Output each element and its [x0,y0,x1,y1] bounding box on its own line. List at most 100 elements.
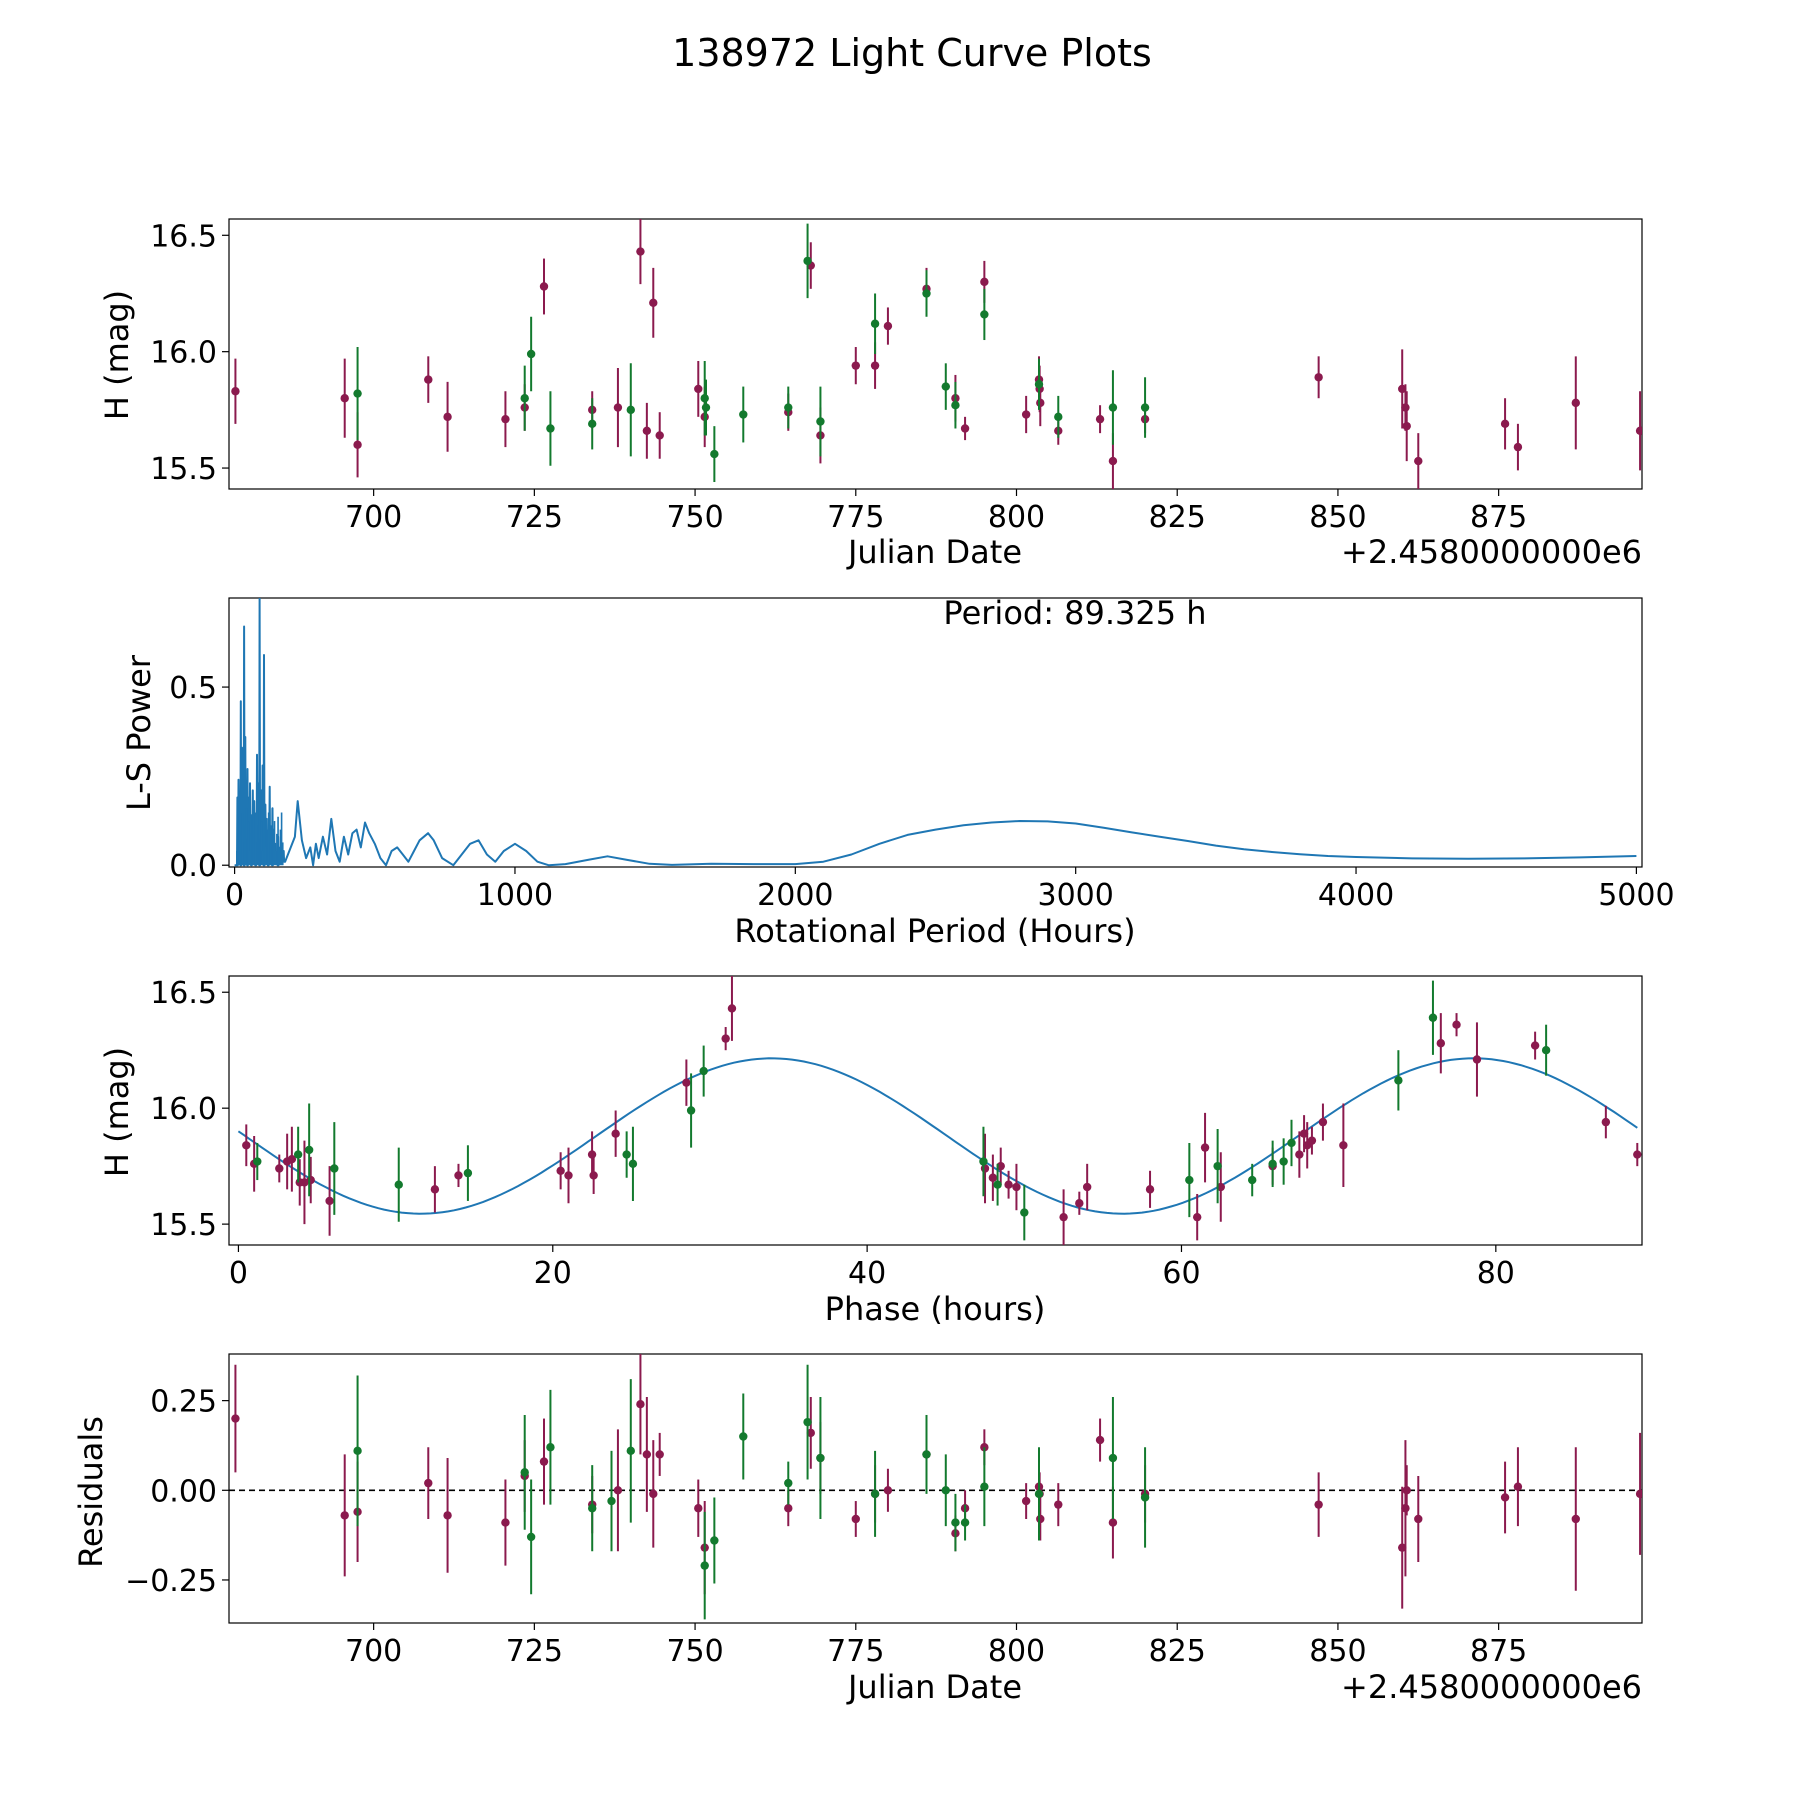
lightcurve-point-red [980,277,989,287]
phase-xlabel: Phase (hours) [825,1290,1046,1328]
residuals-frame [228,1353,1643,1624]
phase-point-red [1082,1182,1092,1192]
residuals-point-red [1401,1504,1410,1513]
residuals-point-green [941,1486,950,1495]
residuals-xtick-label: 700 [345,1634,402,1669]
phase-point-green [1428,1013,1438,1022]
residuals-point-red [1500,1493,1510,1502]
lightcurve-xtick-label: 700 [345,500,402,535]
phase-xtick-label: 60 [1162,1256,1200,1291]
lightcurve-ytick-label: 16.0 [150,336,217,371]
lightcurve-point-green [1054,412,1063,422]
lightcurve-point-red [1635,426,1642,436]
lightcurve-point-green [1108,403,1118,412]
phase-point-red [1295,1150,1304,1159]
residuals-point-red [1314,1500,1323,1509]
residuals-xtick-label: 825 [1149,1634,1206,1669]
lightcurve-point-red [501,414,510,424]
residuals-point-red [1414,1514,1423,1524]
phase-point-green [1213,1161,1222,1171]
phase-point-red [306,1175,315,1185]
residuals-point-green [980,1482,989,1491]
lightcurve-point-green [951,401,960,410]
lightcurve-xtick-label: 850 [1309,500,1366,535]
phase-point-green [1279,1157,1288,1166]
lightcurve-point-red [613,403,623,412]
phase-point-red [1530,1041,1540,1050]
phase-point-green [253,1157,262,1166]
lightcurve-point-red [1500,419,1510,429]
lightcurve-point-green [816,417,825,426]
lightcurve-point-red [851,361,860,370]
residuals-xlabel: Julian Date [846,1668,1022,1706]
residuals-point-green [700,1561,709,1570]
lightcurve-point-green [922,289,931,298]
residuals-xtick-label: 725 [506,1634,563,1669]
lightcurve-point-red [353,440,362,449]
residuals-point-green [520,1468,529,1477]
model-curve [237,1057,1638,1215]
lightcurve-point-green [784,403,793,412]
lightcurve-xtick-label: 825 [1149,500,1206,535]
periodogram-ytick-label: 0.0 [169,849,217,884]
residuals-point-red [694,1504,703,1513]
phase-point-green [699,1066,708,1076]
lightcurve-point-red [1398,384,1407,394]
phase-point-red [556,1166,565,1175]
residuals-point-red [1021,1496,1031,1506]
periodogram-xtick-label: 1000 [477,878,553,913]
phase-point-red [1145,1185,1155,1194]
lightcurve-plot-area [231,219,1642,489]
residuals-point-green [1034,1489,1044,1499]
phase-point-red [980,1164,990,1173]
residuals-xtick-label: 775 [827,1634,884,1669]
residuals-point-green [626,1446,635,1456]
phase-ytick-label: 16.0 [150,1092,217,1127]
lightcurve-xtick-label: 750 [666,500,723,535]
residuals-point-red [1108,1518,1118,1527]
phase-point-green [1020,1208,1029,1217]
phase-point-red [1436,1039,1446,1048]
phase-xtick-label: 0 [229,1256,248,1291]
phase-point-red [682,1078,691,1087]
lightcurve-xtick-label: 725 [506,500,563,535]
periodogram-xtick-label: 0 [225,878,244,913]
residuals-point-red [340,1511,349,1520]
periodogram-xtick-label: 3000 [1037,878,1113,913]
phase-ylabel: H (mag) [98,1047,136,1177]
phase-point-green [463,1168,473,1178]
lightcurve-point-red [883,321,893,331]
lightcurve-ytick-label: 15.5 [150,452,217,487]
lightcurve-offset-label: +2.4580000000e6 [1341,533,1642,571]
lightcurve-point-red [1021,410,1031,419]
residuals-point-red [539,1457,549,1466]
phase-point-red [587,1150,597,1159]
periodogram-xtick-label: 2000 [757,878,833,913]
lightcurve-point-red [1095,414,1105,424]
lightcurve-frame [228,218,1643,490]
lightcurve-point-red [636,247,645,256]
residuals-point-red [501,1518,510,1527]
phase-point-green [293,1150,303,1159]
residuals-ytick-label: 0.25 [150,1385,217,1420]
lightcurve-point-green [520,394,529,403]
periodogram-frame [228,597,1643,868]
phase-point-green [1268,1159,1277,1169]
periodogram-xtick-label: 4000 [1318,878,1394,913]
residuals-point-red [613,1486,623,1495]
residuals-point-green [546,1443,555,1452]
phase-point-red [1318,1117,1328,1127]
lightcurve-point-red [1314,373,1323,382]
residuals-point-green [1108,1453,1118,1463]
residuals-ytick-label: 0.00 [150,1474,217,1509]
residuals-point-green [607,1496,616,1506]
residuals-ylabel: Residuals [72,1416,110,1568]
phase-point-red [1299,1129,1309,1138]
periodogram-panel: Rotational Period (Hours) L-S Power Peri… [120,594,1675,950]
phase-xtick-label: 80 [1477,1256,1515,1291]
lightcurve-point-red [443,412,452,422]
lightcurve-point-green [626,405,635,415]
lightcurve-xtick-label: 775 [827,500,884,535]
periodogram-xlabel: Rotational Period (Hours) [734,912,1135,950]
residuals-point-red [1036,1514,1045,1524]
